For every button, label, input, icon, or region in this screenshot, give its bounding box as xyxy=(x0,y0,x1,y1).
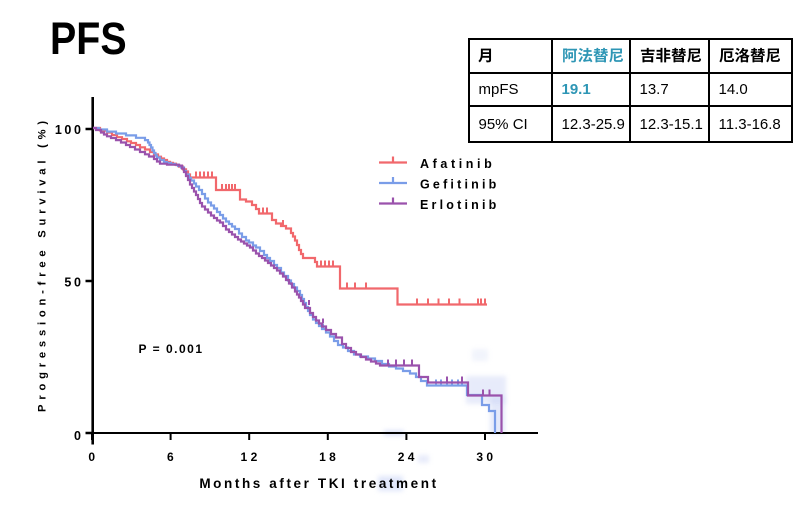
svg-text:Afatinib: Afatinib xyxy=(420,157,495,171)
svg-text:24: 24 xyxy=(398,450,418,464)
svg-text:18: 18 xyxy=(319,450,339,464)
svg-text:0: 0 xyxy=(88,450,98,464)
svg-text:Erlotinib: Erlotinib xyxy=(420,198,500,212)
svg-text:Months after TKI treatment: Months after TKI treatment xyxy=(199,476,438,491)
svg-text:Gefitinib: Gefitinib xyxy=(420,178,500,192)
svg-text:30: 30 xyxy=(476,450,496,464)
svg-text:Progression-free Survival (%): Progression-free Survival (%) xyxy=(37,116,49,412)
svg-text:6: 6 xyxy=(167,450,177,464)
svg-text:0: 0 xyxy=(74,429,84,443)
svg-text:P = 0.001: P = 0.001 xyxy=(139,342,204,356)
svg-text:12: 12 xyxy=(241,450,261,464)
svg-text:100: 100 xyxy=(55,123,84,137)
svg-text:50: 50 xyxy=(64,276,83,290)
